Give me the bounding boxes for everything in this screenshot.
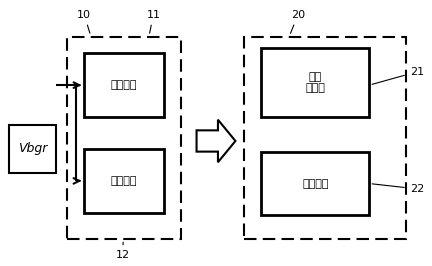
Text: 液晶光栅: 液晶光栅 [302,178,329,189]
Bar [244,37,406,239]
Text: 12: 12 [116,242,130,260]
Text: 显示控制: 显示控制 [111,80,137,90]
Bar [67,37,181,239]
Bar [84,53,164,117]
Text: 20: 20 [290,10,305,33]
Bar [261,48,369,117]
Text: 21: 21 [372,67,424,84]
Text: 视距控制: 视距控制 [111,176,137,186]
Bar [84,149,164,213]
Bar [9,125,56,173]
Text: 22: 22 [372,184,424,194]
Text: 11: 11 [146,10,160,33]
Text: 液晶
显示屏: 液晶 显示屏 [305,72,325,93]
Text: Vbgr: Vbgr [18,143,47,155]
Polygon shape [197,120,235,162]
Bar [261,152,369,215]
Text: 10: 10 [77,10,91,33]
